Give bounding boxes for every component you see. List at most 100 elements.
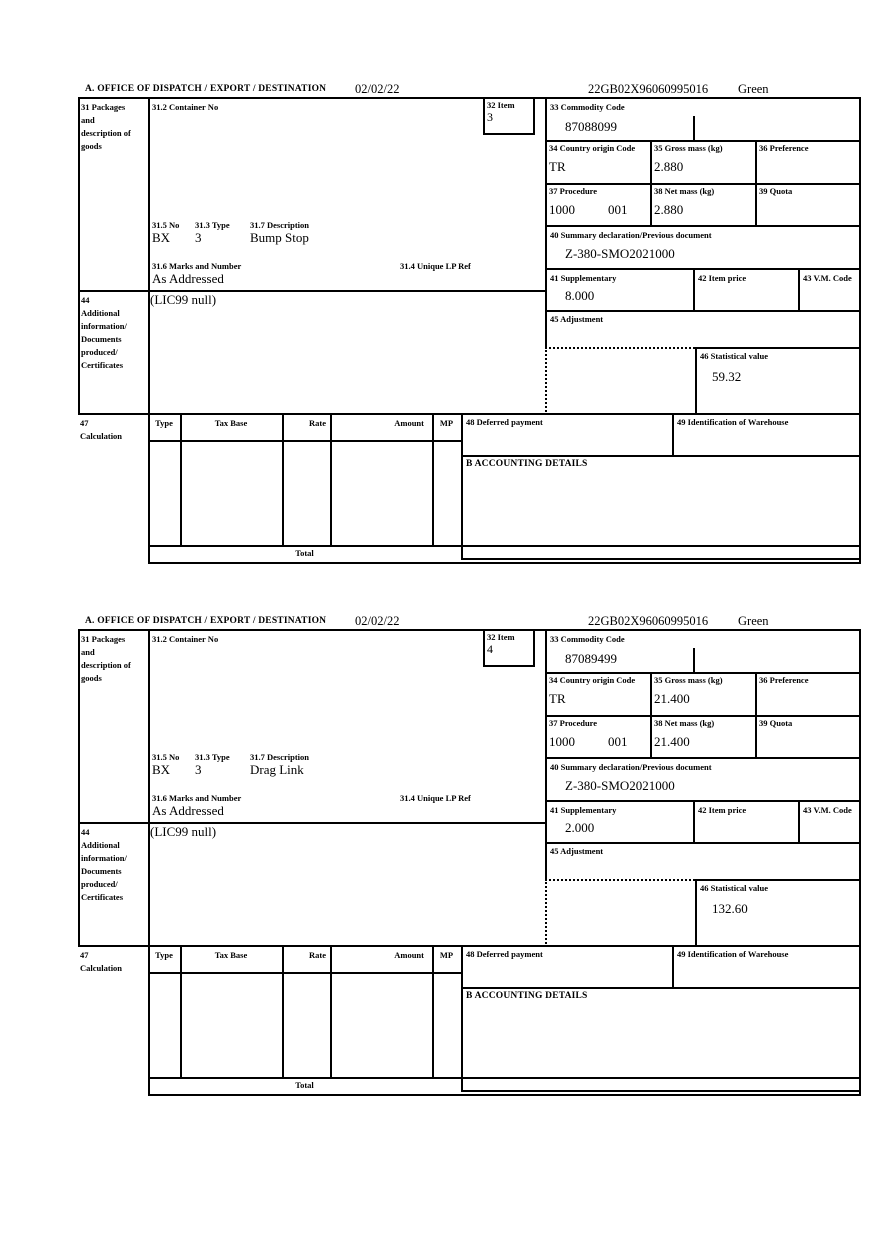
calc-header-rate: Rate — [309, 418, 326, 428]
previous-document-value: Z-380-SMO2021000 — [565, 778, 675, 793]
dotted-divider — [545, 347, 547, 415]
box31-6-marks-label: 31.6 Marks and Number — [152, 793, 242, 803]
divider — [545, 672, 861, 674]
box44-label: 44 Additional information/ Documents pro… — [81, 295, 127, 370]
box35-gross-mass-label: 35 Gross mass (kg) — [654, 143, 723, 153]
box31-label: 31 Packages and description of goods — [81, 102, 131, 151]
dotted-divider — [545, 879, 547, 947]
route-value: Green — [738, 82, 769, 96]
goods-description-value: Bump Stop — [250, 230, 309, 245]
box40-previous-doc-label: 40 Summary declaration/Previous document — [550, 762, 712, 772]
divider — [650, 672, 652, 759]
accounting-details-label: B ACCOUNTING DETAILS — [466, 991, 588, 1001]
supplementary-value: 8.000 — [565, 288, 595, 303]
divider — [78, 629, 80, 947]
box36-preference-label: 36 Preference — [759, 143, 809, 153]
box39-quota-label: 39 Quota — [759, 718, 793, 728]
calc-header-mp: MP — [439, 418, 454, 428]
office-of-dispatch-label: A. OFFICE OF DISPATCH / EXPORT / DESTINA… — [85, 84, 327, 94]
divider — [859, 97, 861, 564]
divider — [545, 842, 861, 844]
box42-item-price-label: 42 Item price — [698, 805, 747, 815]
divider — [755, 672, 757, 759]
divider — [695, 347, 861, 349]
calc-header-tax-base: Tax Base — [214, 418, 248, 428]
net-mass-value: 2.880 — [654, 202, 684, 217]
calc-header-type: Type — [155, 418, 173, 428]
box36-preference-label: 36 Preference — [759, 675, 809, 685]
calc-header-type: Type — [155, 950, 173, 960]
divider — [461, 413, 463, 560]
calc-header-amount: Amount — [394, 950, 424, 960]
calc-header-amount: Amount — [394, 418, 424, 428]
route-value: Green — [738, 614, 769, 628]
box31-2-container-label: 31.2 Container No — [152, 102, 219, 112]
commodity-code-value: 87089499 — [565, 651, 617, 666]
box43-vm-code-label: 43 V.M. Code — [803, 805, 852, 815]
divider — [148, 562, 861, 564]
entry-reference-value: 22GB02X96060995016 — [588, 82, 709, 96]
calc-header-mp: MP — [439, 950, 454, 960]
box31-7-description-label: 31.7 Description — [250, 220, 310, 230]
divider — [693, 800, 695, 844]
divider — [148, 97, 150, 564]
divider — [695, 879, 697, 947]
box35-gross-mass-label: 35 Gross mass (kg) — [654, 675, 723, 685]
box44-label: 44 Additional information/ Documents pro… — [81, 827, 127, 902]
commodity-code-value: 87088099 — [565, 119, 617, 134]
gross-mass-value: 21.400 — [654, 691, 690, 706]
entry-reference-value: 22GB02X96060995016 — [588, 614, 709, 628]
procedure-extra-value: 001 — [608, 202, 628, 217]
divider — [330, 413, 332, 545]
divider — [78, 822, 545, 824]
procedure-value: 1000 — [549, 202, 575, 217]
country-origin-value: TR — [549, 159, 566, 174]
divider — [282, 413, 284, 545]
divider — [78, 97, 80, 415]
divider — [78, 290, 545, 292]
box46-statistical-label: 46 Statistical value — [700, 351, 768, 361]
dotted-divider — [545, 347, 695, 349]
item-number-value: 4 — [487, 642, 493, 656]
divider — [798, 800, 800, 844]
box37-procedure-label: 37 Procedure — [549, 718, 598, 728]
marks-value: As Addressed — [152, 271, 224, 286]
divider — [78, 945, 861, 947]
box49-warehouse-label: 49 Identification of Warehouse — [677, 949, 789, 959]
divider — [180, 945, 182, 1077]
box33-commodity-label: 33 Commodity Code — [550, 634, 625, 644]
divider — [533, 97, 535, 135]
additional-info-value: (LIC99 null) — [150, 292, 217, 307]
box31-5-no-label: 31.5 No — [152, 752, 180, 762]
package-no-value: BX — [152, 762, 171, 777]
box31-4-lp-ref-label: 31.4 Unique LP Ref — [400, 261, 471, 271]
supplementary-value: 2.000 — [565, 820, 595, 835]
office-of-dispatch-label: A. OFFICE OF DISPATCH / EXPORT / DESTINA… — [85, 616, 327, 626]
divider — [545, 97, 547, 349]
box31-7-description-label: 31.7 Description — [250, 752, 310, 762]
marks-value: As Addressed — [152, 803, 224, 818]
divider — [148, 440, 461, 442]
box40-previous-doc-label: 40 Summary declaration/Previous document — [550, 230, 712, 240]
box45-adjustment-label: 45 Adjustment — [550, 846, 604, 856]
divider — [432, 945, 434, 1077]
divider — [545, 310, 861, 312]
item-block-2: A. OFFICE OF DISPATCH / EXPORT / DESTINA… — [78, 614, 861, 1096]
divider — [148, 545, 861, 547]
divider — [78, 629, 861, 631]
divider — [545, 183, 861, 185]
net-mass-value: 21.400 — [654, 734, 690, 749]
divider — [545, 757, 861, 759]
divider — [461, 455, 861, 457]
divider — [180, 413, 182, 545]
box47-calculation-label: 47 Calculation — [80, 950, 123, 973]
statistical-value: 59.32 — [712, 369, 742, 384]
divider — [695, 347, 697, 415]
divider — [545, 715, 861, 717]
divider — [545, 140, 861, 142]
procedure-extra-value: 001 — [608, 734, 628, 749]
box38-net-mass-label: 38 Net mass (kg) — [654, 186, 715, 196]
divider — [545, 629, 547, 881]
date-value: 02/02/22 — [355, 614, 400, 628]
divider — [483, 97, 485, 135]
